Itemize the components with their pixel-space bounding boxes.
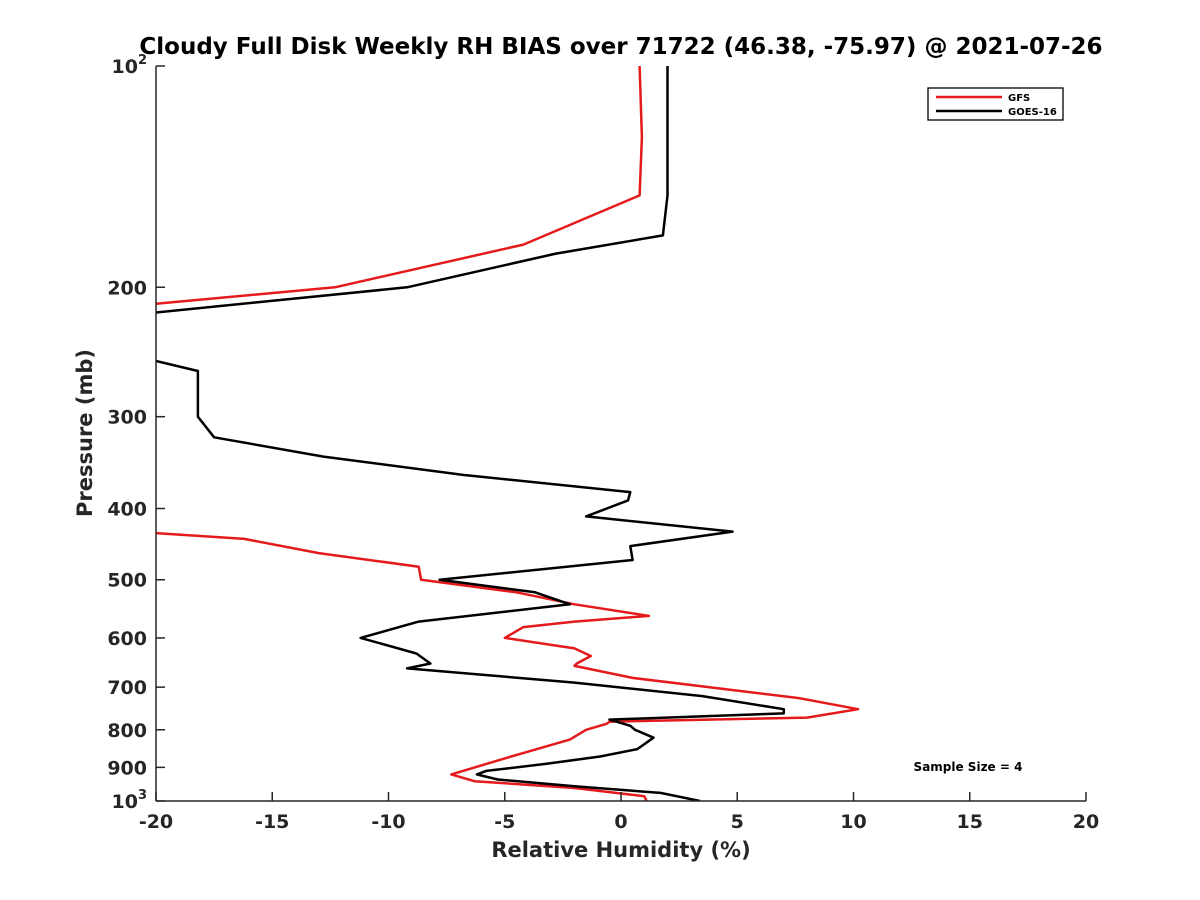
y-tick-label: 900	[107, 757, 147, 779]
legend: GFS GOES-16	[927, 87, 1064, 121]
legend-box	[927, 87, 1064, 121]
x-tick-label: 10	[840, 811, 866, 833]
y-tick-label: 200	[107, 277, 147, 299]
axes-layer: -20 -15 -10 -5 0 5 10 15 20 102 200 300 400 500 600 700…	[107, 53, 1099, 833]
y-tick-label: 500	[107, 570, 147, 592]
sample-size-annotation: Sample Size = 4	[914, 760, 1023, 774]
y-tick-label: 400	[107, 499, 147, 521]
series-layer	[156, 66, 860, 801]
x-tick-label: 0	[614, 811, 627, 833]
x-tick-label: -20	[139, 811, 173, 833]
y-tick-label: 600	[107, 628, 147, 650]
chart-title: Cloudy Full Disk Weekly RH BIAS over 717…	[139, 34, 1102, 60]
legend-label: GFS	[1008, 93, 1030, 104]
x-tick-label: -10	[371, 811, 405, 833]
x-tick-label: -15	[255, 811, 289, 833]
legend-label: GOES-16	[1008, 107, 1057, 118]
series-line-goes-16	[156, 66, 786, 801]
x-axis-label: Relative Humidity (%)	[491, 838, 750, 862]
y-tick-label: 103	[112, 788, 148, 813]
x-tick-label: -5	[494, 811, 515, 833]
y-tick-label: 300	[107, 407, 147, 429]
x-tick-label: 5	[731, 811, 744, 833]
y-tick-label: 102	[112, 53, 148, 78]
x-tick-label: 15	[957, 811, 983, 833]
y-tick-label: 800	[107, 720, 147, 742]
x-tick-label: 20	[1073, 811, 1099, 833]
y-axis-label: Pressure (mb)	[73, 349, 97, 517]
y-tick-label: 700	[107, 677, 147, 699]
series-line-gfs	[156, 66, 860, 801]
